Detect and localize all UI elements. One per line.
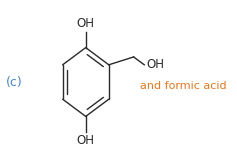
Text: (c): (c): [5, 76, 22, 88]
Text: OH: OH: [77, 134, 95, 147]
Text: OH: OH: [77, 17, 95, 30]
Text: and formic acid: and formic acid: [140, 81, 227, 91]
Text: OH: OH: [146, 58, 164, 71]
